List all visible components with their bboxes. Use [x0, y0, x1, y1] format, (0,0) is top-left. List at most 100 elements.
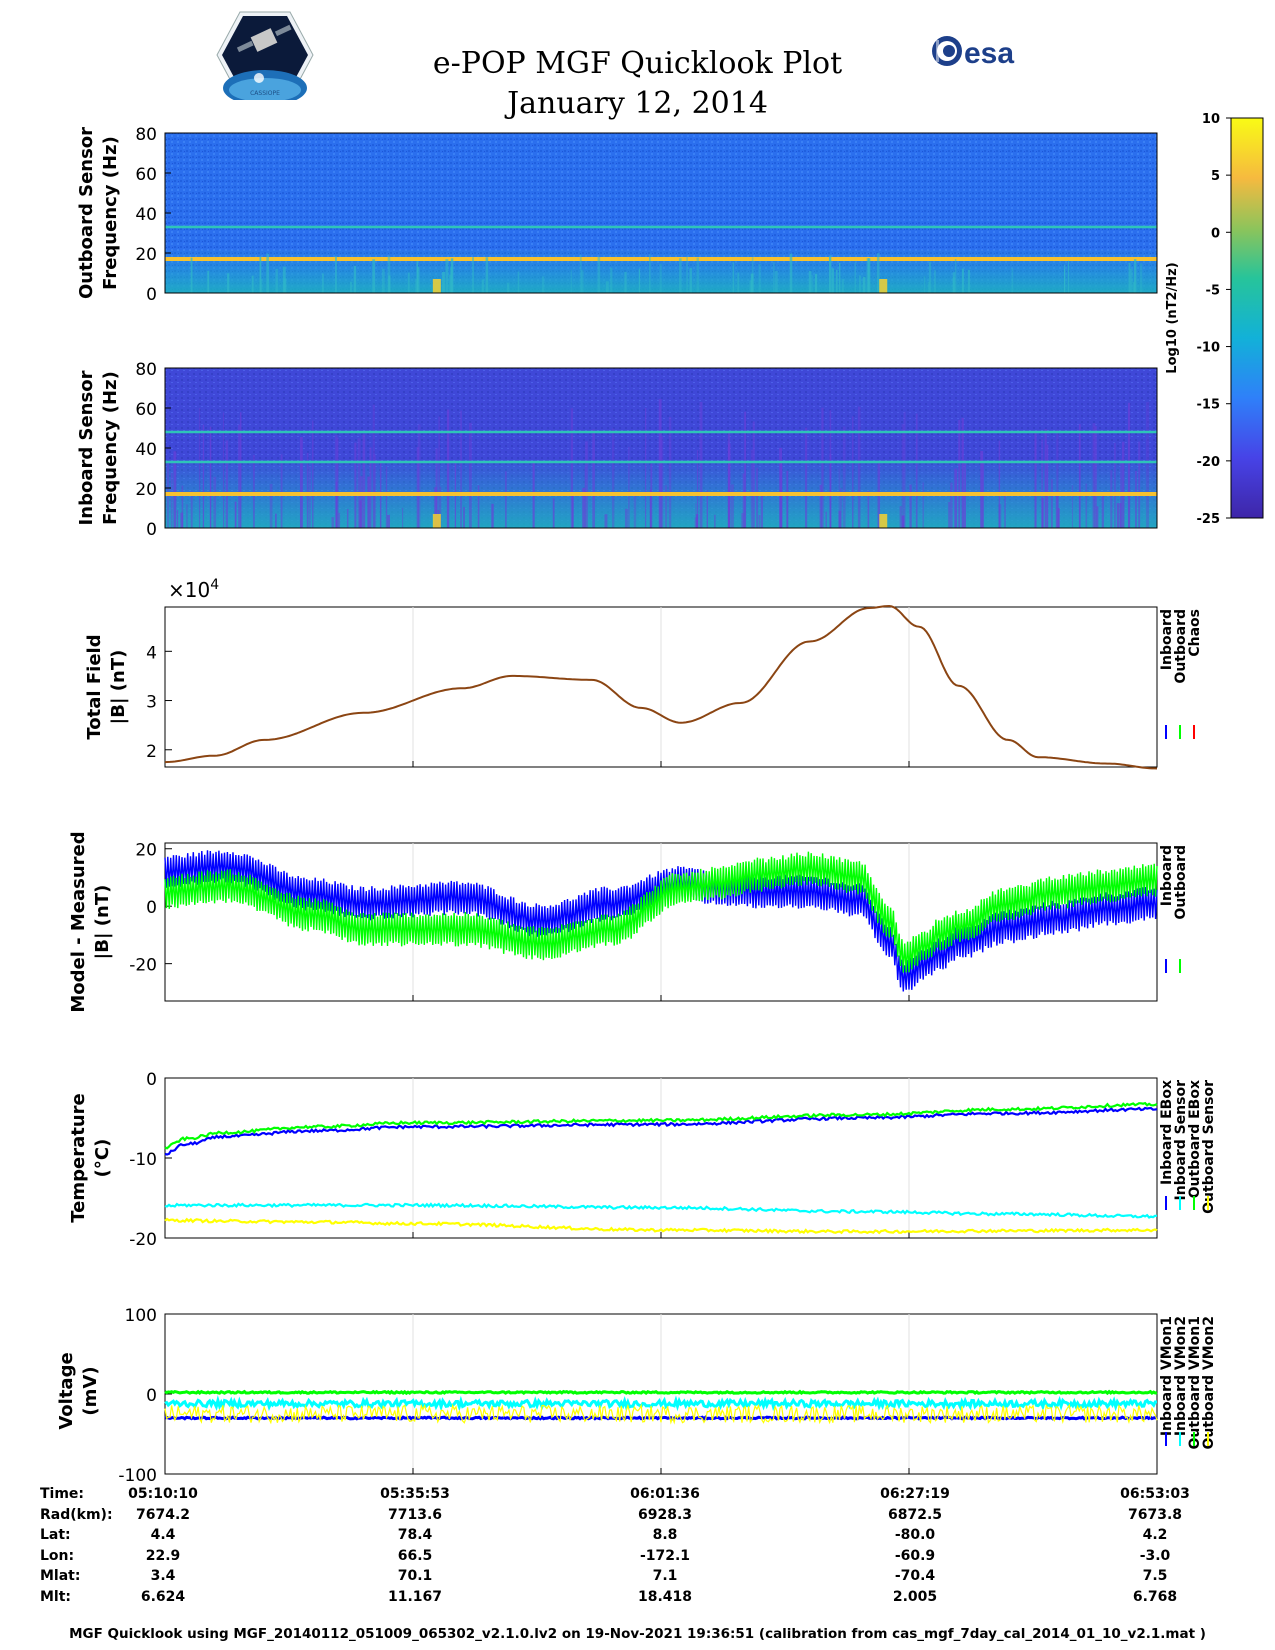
- orbit-row: Lon: 22.9 66.5 -172.1 -60.9 -3.0: [40, 1548, 1220, 1568]
- spectrogram-stripe: [760, 495, 763, 528]
- spectrogram-stripe: [714, 514, 716, 528]
- orbit-cell: 2.005: [892, 1588, 938, 1605]
- spectrogram-stripe: [1128, 262, 1131, 293]
- spectrogram-stripe: [275, 268, 278, 293]
- spectrogram-stripe: [901, 424, 905, 528]
- spectrogram-stripe: [275, 513, 277, 528]
- spectrogram-stripe: [825, 511, 827, 528]
- outboard-spectrogram: 80 60 40 20 0 Outboard Sensor Frequency (Hz): [76, 125, 1158, 305]
- page-title: e-POP MGF Quicklook Plot: [432, 46, 843, 81]
- spectrogram-stripe: [580, 270, 584, 293]
- spectrogram-stripe: [835, 269, 838, 293]
- legend-label: Outboard Sensor: [1201, 1080, 1217, 1214]
- spectrogram-stripe: [980, 450, 984, 528]
- spectrogram-stripe: [819, 484, 823, 528]
- orbit-cell: 3.4: [150, 1568, 176, 1584]
- orbit-row-label: Mlat:: [40, 1568, 81, 1584]
- spectrogram-stripe: [694, 517, 698, 528]
- orbit-cell: 70.1: [397, 1568, 433, 1584]
- orbit-cell: -80.0: [894, 1527, 936, 1543]
- y-tick-label: -20: [129, 1230, 157, 1250]
- spectrogram-stripe: [901, 515, 905, 528]
- spectrogram-stripe: [450, 258, 454, 293]
- spectrogram-stripe: [633, 492, 637, 528]
- spectrogram-stripe: [961, 268, 964, 293]
- spectrogram-stripe: [388, 275, 391, 293]
- spectrogram-stripe: [517, 271, 520, 293]
- spectrogram-stripe: [209, 426, 212, 528]
- spectrogram-stripe: [353, 265, 357, 293]
- spectrogram-stripe: [372, 259, 376, 293]
- spectrogram-stripe: [269, 483, 273, 528]
- voltage-series: [164, 1403, 1158, 1425]
- orbit-cell: 6.624: [140, 1588, 186, 1605]
- spectrogram-stripe: [1130, 268, 1133, 293]
- spectrogram-stripe: [840, 488, 842, 528]
- spectrogram-stripe: [280, 454, 283, 528]
- spectrogram-stripe: [948, 502, 951, 528]
- legend-label: Outboard: [1173, 609, 1189, 684]
- temperature-series: [164, 1106, 1158, 1156]
- spectrogram-stripe: [678, 258, 682, 293]
- spectrogram-stripe: [252, 455, 255, 528]
- spectrogram-stripe: [570, 408, 574, 528]
- y-tick-label: 0: [146, 1386, 157, 1406]
- spectrogram-stripe: [552, 498, 555, 528]
- spectrogram-stripe: [266, 253, 269, 293]
- spectrogram-stripe: [604, 514, 608, 528]
- orbit-cell: 06:27:19: [880, 1486, 950, 1502]
- spectrogram-stripe: [417, 424, 421, 528]
- spectrogram-stripe: [954, 468, 958, 528]
- spectrogram-stripe: [372, 404, 375, 528]
- spectrogram-stripe: [750, 449, 754, 528]
- spectrogram-stripe: [1064, 269, 1066, 293]
- spectrogram-stripe: [686, 256, 688, 293]
- spectrogram-stripe: [998, 440, 1001, 528]
- spectrogram-stripe: [440, 486, 442, 528]
- spectrogram-stripe: [592, 429, 595, 528]
- spectrogram-stripe: [414, 279, 418, 293]
- orbit-cell: 06:01:36: [630, 1486, 700, 1502]
- spectrogram-stripe: [922, 482, 924, 528]
- legend-label: Outboard EBox: [1187, 1080, 1203, 1198]
- spectrogram-stripe: [789, 253, 793, 293]
- spectrogram-stripe: [202, 424, 205, 528]
- spectrogram-stripe: [934, 270, 936, 293]
- spectrogram-stripe: [1121, 441, 1125, 528]
- legend-label: Chaos: [1187, 609, 1203, 657]
- spectrogram-stripe: [909, 484, 912, 528]
- spectrogram-burst: [879, 514, 888, 528]
- spectrogram-stripe: [1034, 430, 1037, 528]
- temp-ylabel-line1: Temperature: [68, 1093, 89, 1222]
- spectrogram-stripe: [1132, 282, 1135, 293]
- spectrogram-stripe: [699, 402, 703, 528]
- spectrogram-stripe: [737, 272, 740, 293]
- spectrogram-stripe: [915, 413, 918, 528]
- spectrogram-stripe: [367, 476, 370, 528]
- spectrogram-stripe: [659, 263, 662, 293]
- volt-ylabel-line2: (mV): [80, 1366, 101, 1415]
- y-tick-label: 0: [146, 520, 157, 540]
- orbit-cell: -70.4: [894, 1568, 936, 1584]
- spectrogram-stripe: [468, 422, 472, 528]
- spectrogram-stripe: [773, 262, 775, 293]
- spectrogram-stripe: [585, 441, 588, 528]
- spectrogram-stripe: [954, 259, 957, 293]
- spectrogram-stripe: [306, 452, 309, 528]
- legend-label: Inboard VMon2: [1173, 1316, 1189, 1436]
- spectrogram-stripe: [1041, 439, 1043, 528]
- spectrogram-stripe: [842, 426, 846, 528]
- spectrogram-stripe: [859, 275, 861, 293]
- spectrogram-burst: [432, 279, 441, 293]
- spectrogram-stripe: [928, 282, 930, 293]
- spectrogram-stripe: [445, 259, 449, 293]
- orbit-cell: 7673.8: [1127, 1506, 1183, 1523]
- spectrogram-stripe: [649, 489, 652, 528]
- spectrogram-stripe: [1110, 470, 1113, 528]
- spectrogram-stripe: [611, 428, 615, 528]
- spectrogram-stripe: [238, 424, 241, 528]
- outboard-ylabel-line2: Frequency (Hz): [100, 136, 121, 290]
- y-tick-label: -100: [118, 1466, 157, 1486]
- colorbar-tick-label: 0: [1211, 226, 1220, 241]
